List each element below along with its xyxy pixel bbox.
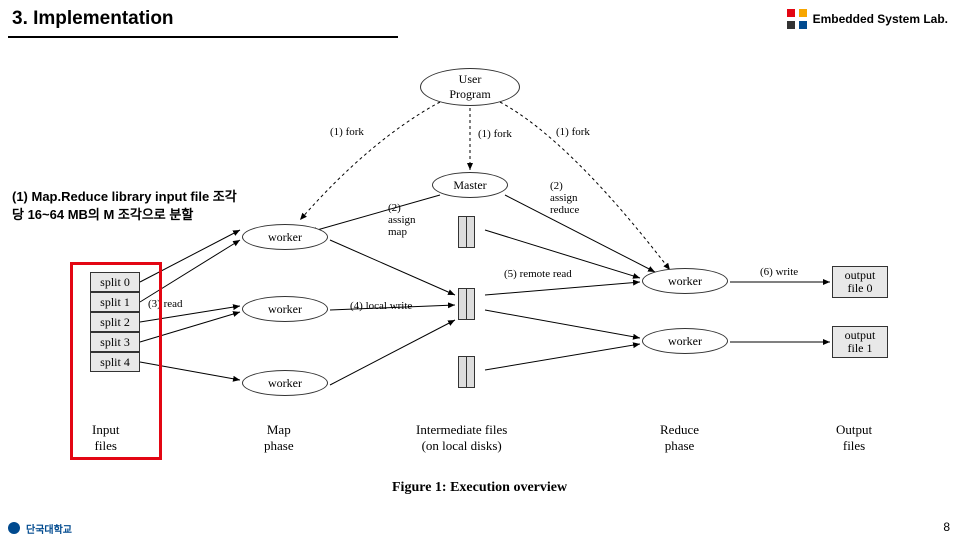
label-fork-m: (1) fork <box>478 128 512 140</box>
label-read: (3) read <box>148 298 183 310</box>
label-write: (6) write <box>760 266 798 278</box>
figure-caption: Figure 1: Execution overview <box>392 480 567 496</box>
node-split-2: split 2 <box>90 312 140 332</box>
node-intermediate-1 <box>458 288 474 320</box>
phase-inter: Intermediate files (on local disks) <box>416 422 507 454</box>
phase-input: Input files <box>92 422 119 454</box>
title-underline <box>8 36 398 38</box>
label-assign-reduce: (2) assign reduce <box>550 180 579 216</box>
label-assign-map: (2) assign map <box>388 202 416 238</box>
label-fork-l: (1) fork <box>330 126 364 138</box>
university-name: 단국대학교 <box>26 521 72 536</box>
lab-text: Embedded System Lab. <box>813 12 948 26</box>
node-output-1: output file 1 <box>832 326 888 358</box>
node-master: Master <box>432 172 508 198</box>
node-map-worker-0: worker <box>242 224 328 250</box>
node-split-4: split 4 <box>90 352 140 372</box>
node-user-program: User Program <box>420 68 520 106</box>
phase-map: Map phase <box>264 422 294 454</box>
footer-university: 단국대학교 <box>6 520 72 536</box>
node-output-0: output file 0 <box>832 266 888 298</box>
node-intermediate-0 <box>458 216 474 248</box>
phase-reduce: Reduce phase <box>660 422 699 454</box>
university-logo-icon <box>6 520 22 536</box>
phase-output: Output files <box>836 422 872 454</box>
node-intermediate-2 <box>458 356 474 388</box>
lab-label: Embedded System Lab. <box>787 9 948 29</box>
label-local-write: (4) local write <box>350 300 412 312</box>
node-map-worker-2: worker <box>242 370 328 396</box>
node-split-1: split 1 <box>90 292 140 312</box>
diagram-arrows <box>0 40 960 480</box>
slide-header: 3. Implementation Embedded System Lab. <box>0 0 960 34</box>
lab-logo-icon <box>787 9 807 29</box>
node-split-0: split 0 <box>90 272 140 292</box>
page-number: 8 <box>943 520 950 534</box>
node-split-3: split 3 <box>90 332 140 352</box>
slide-title: 3. Implementation <box>12 8 174 30</box>
node-map-worker-1: worker <box>242 296 328 322</box>
label-remote-read: (5) remote read <box>504 268 572 280</box>
node-reduce-worker-0: worker <box>642 268 728 294</box>
label-fork-r: (1) fork <box>556 126 590 138</box>
node-reduce-worker-1: worker <box>642 328 728 354</box>
mapreduce-diagram: User Program Master split 0 split 1 spli… <box>0 40 960 480</box>
